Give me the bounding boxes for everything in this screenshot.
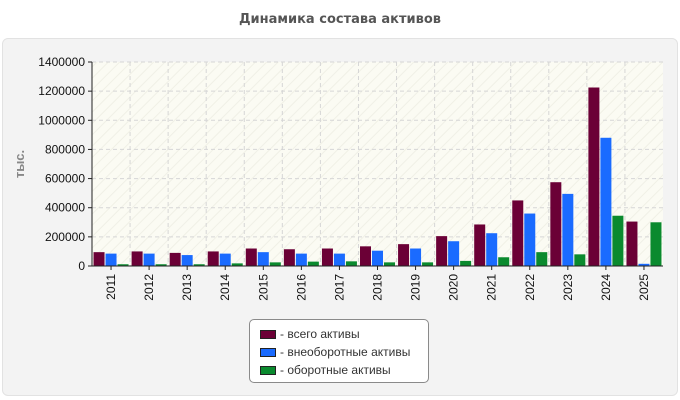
- bar: [333, 253, 345, 266]
- y-axis-label: тыс.: [12, 150, 27, 178]
- bar: [512, 200, 524, 266]
- bar: [410, 248, 422, 266]
- bar: [474, 224, 486, 266]
- x-tick-label: 2020: [447, 274, 461, 301]
- bar: [626, 221, 638, 266]
- bar: [181, 255, 193, 266]
- y-tick-label: 1000000: [38, 113, 85, 127]
- x-tick-label: 2019: [409, 274, 423, 301]
- bar: [422, 262, 434, 266]
- x-tick-label: 2025: [637, 274, 651, 301]
- bar: [283, 249, 295, 266]
- bar: [574, 254, 586, 266]
- bar: [105, 253, 117, 266]
- bar: [231, 263, 243, 266]
- x-tick-label: 2012: [142, 274, 156, 301]
- bar: [219, 253, 231, 266]
- bar: [345, 261, 357, 266]
- legend-item-total-assets: - всего активы: [260, 325, 428, 343]
- legend-label: - всего активы: [280, 327, 360, 341]
- bar: [384, 262, 395, 266]
- y-tick-label: 0: [78, 259, 85, 273]
- chart-legend: - всего активы - внеоборотные активы - о…: [249, 319, 429, 383]
- bar: [448, 241, 460, 266]
- legend-item-current-assets: - оборотные активы: [260, 361, 428, 379]
- bar: [307, 261, 319, 266]
- legend-item-noncurrent-assets: - внеоборотные активы: [260, 343, 428, 361]
- bar: [436, 236, 448, 266]
- x-tick-label: 2017: [332, 274, 346, 301]
- y-tick-label: 800000: [45, 142, 85, 156]
- y-tick-label: 400000: [45, 201, 85, 215]
- x-tick-label: 2015: [256, 274, 270, 301]
- bar: [588, 87, 600, 266]
- x-tick-label: 2011: [104, 274, 118, 300]
- y-tick-label: 1200000: [38, 84, 85, 98]
- legend-swatch: [260, 365, 276, 375]
- x-tick-label: 2024: [599, 274, 613, 301]
- chart-title: Динамика состава активов: [238, 12, 442, 27]
- y-tick-label: 200000: [45, 230, 85, 244]
- bar: [245, 248, 257, 266]
- plot-area: [92, 62, 663, 266]
- bar: [550, 182, 562, 266]
- legend-label: - внеоборотные активы: [280, 345, 411, 359]
- bar: [498, 257, 510, 266]
- bar: [257, 252, 269, 266]
- bar: [169, 252, 181, 266]
- x-tick-label: 2022: [523, 274, 537, 301]
- bar: [562, 193, 574, 266]
- bar: [207, 251, 219, 266]
- y-tick-label: 1400000: [38, 55, 85, 69]
- bar: [612, 215, 624, 266]
- x-tick-label: 2021: [485, 274, 499, 301]
- bar: [398, 244, 410, 266]
- y-tick-label: 600000: [45, 172, 85, 186]
- bar: [321, 248, 333, 266]
- bar: [536, 252, 548, 266]
- bar: [143, 253, 155, 266]
- bar: [93, 252, 105, 266]
- bar: [600, 137, 612, 266]
- bar: [155, 264, 167, 266]
- legend-label: - оборотные активы: [280, 363, 391, 377]
- x-tick-label: 2023: [561, 274, 575, 301]
- bar: [460, 260, 472, 266]
- bar: [360, 246, 371, 266]
- bar: [193, 264, 205, 266]
- bar: [638, 263, 650, 266]
- x-tick-label: 2018: [371, 274, 385, 301]
- bar: [131, 251, 143, 266]
- legend-swatch: [260, 347, 276, 357]
- legend-swatch: [260, 329, 276, 339]
- x-tick-label: 2013: [180, 274, 194, 301]
- bar: [650, 222, 662, 266]
- bar: [269, 262, 281, 266]
- bar: [117, 264, 129, 266]
- bar: [486, 233, 498, 266]
- x-tick-label: 2016: [294, 274, 308, 301]
- bar: [524, 213, 536, 266]
- bar: [295, 253, 307, 266]
- x-tick-label: 2014: [218, 274, 232, 301]
- bar: [372, 250, 383, 266]
